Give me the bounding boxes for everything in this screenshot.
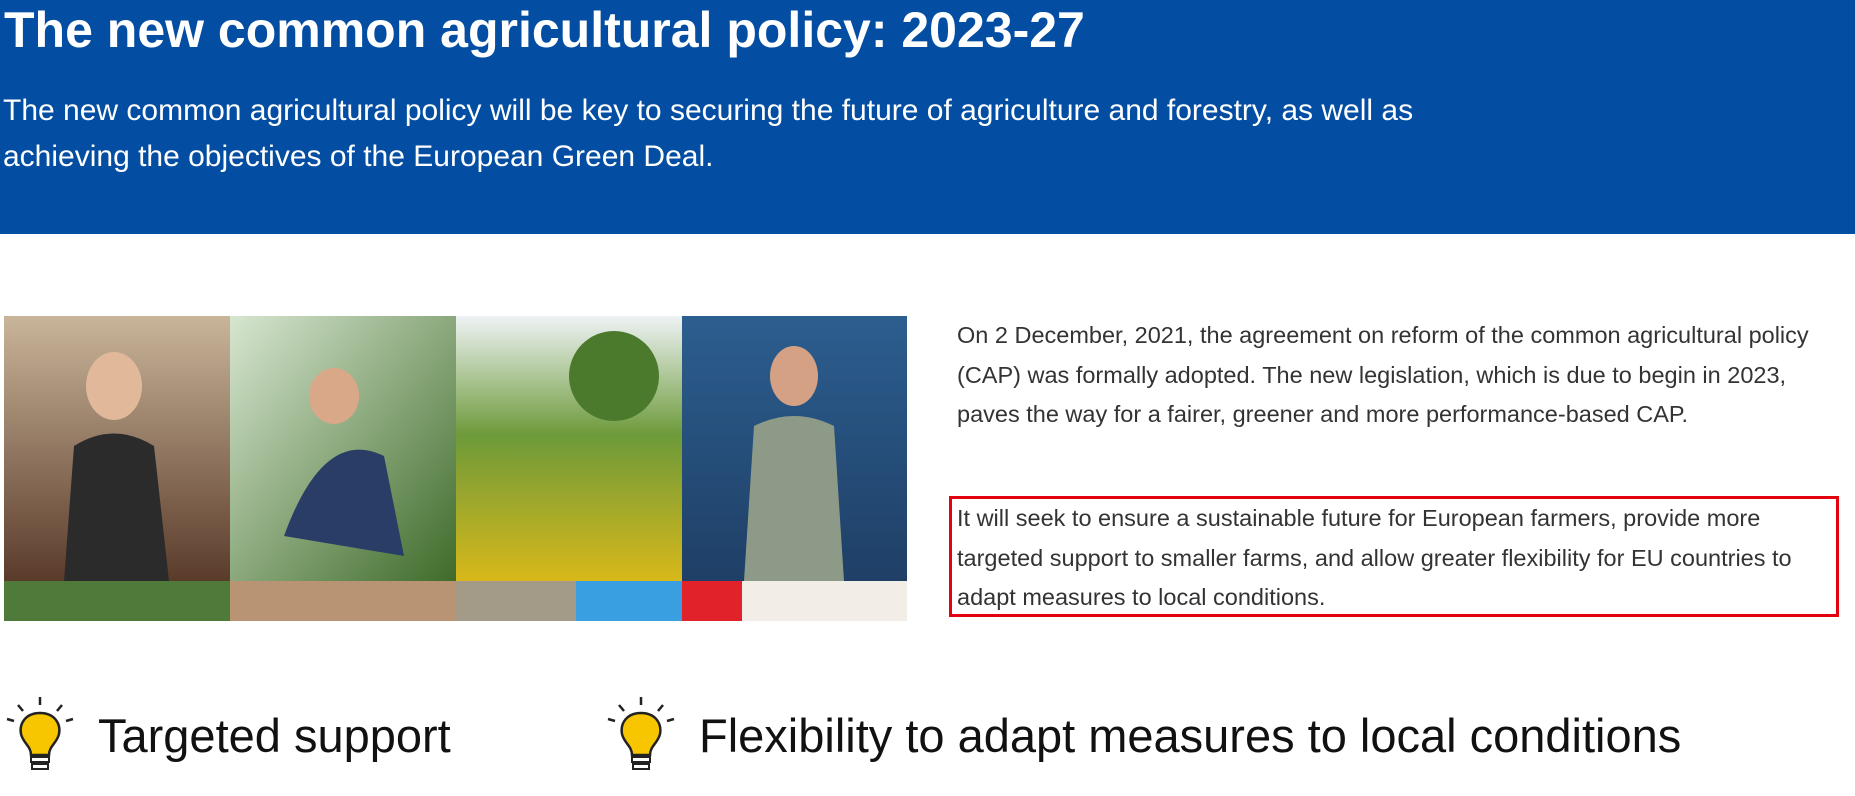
header-banner: The new common agricultural policy: 2023… <box>0 0 1855 234</box>
bulb-icon <box>6 697 74 770</box>
feature-label: Flexibility to adapt measures to local c… <box>699 708 1682 762</box>
paragraph: On 2 December, 2021, the agreement on re… <box>957 322 1809 427</box>
feature: Flexibility to adapt measures to local c… <box>605 695 1681 775</box>
page-title: The new common agricultural policy: 2023… <box>4 2 1085 58</box>
highlighted-paragraph: It will seek to ensure a sustainable fut… <box>957 505 1792 610</box>
bulb-icon <box>607 697 675 770</box>
feature: Targeted support <box>4 695 451 775</box>
feature-label: Targeted support <box>98 708 451 762</box>
highlight-box <box>949 496 1839 617</box>
page-subtitle: The new common agricultural policy will … <box>3 94 1414 173</box>
photo-collage <box>4 316 907 621</box>
